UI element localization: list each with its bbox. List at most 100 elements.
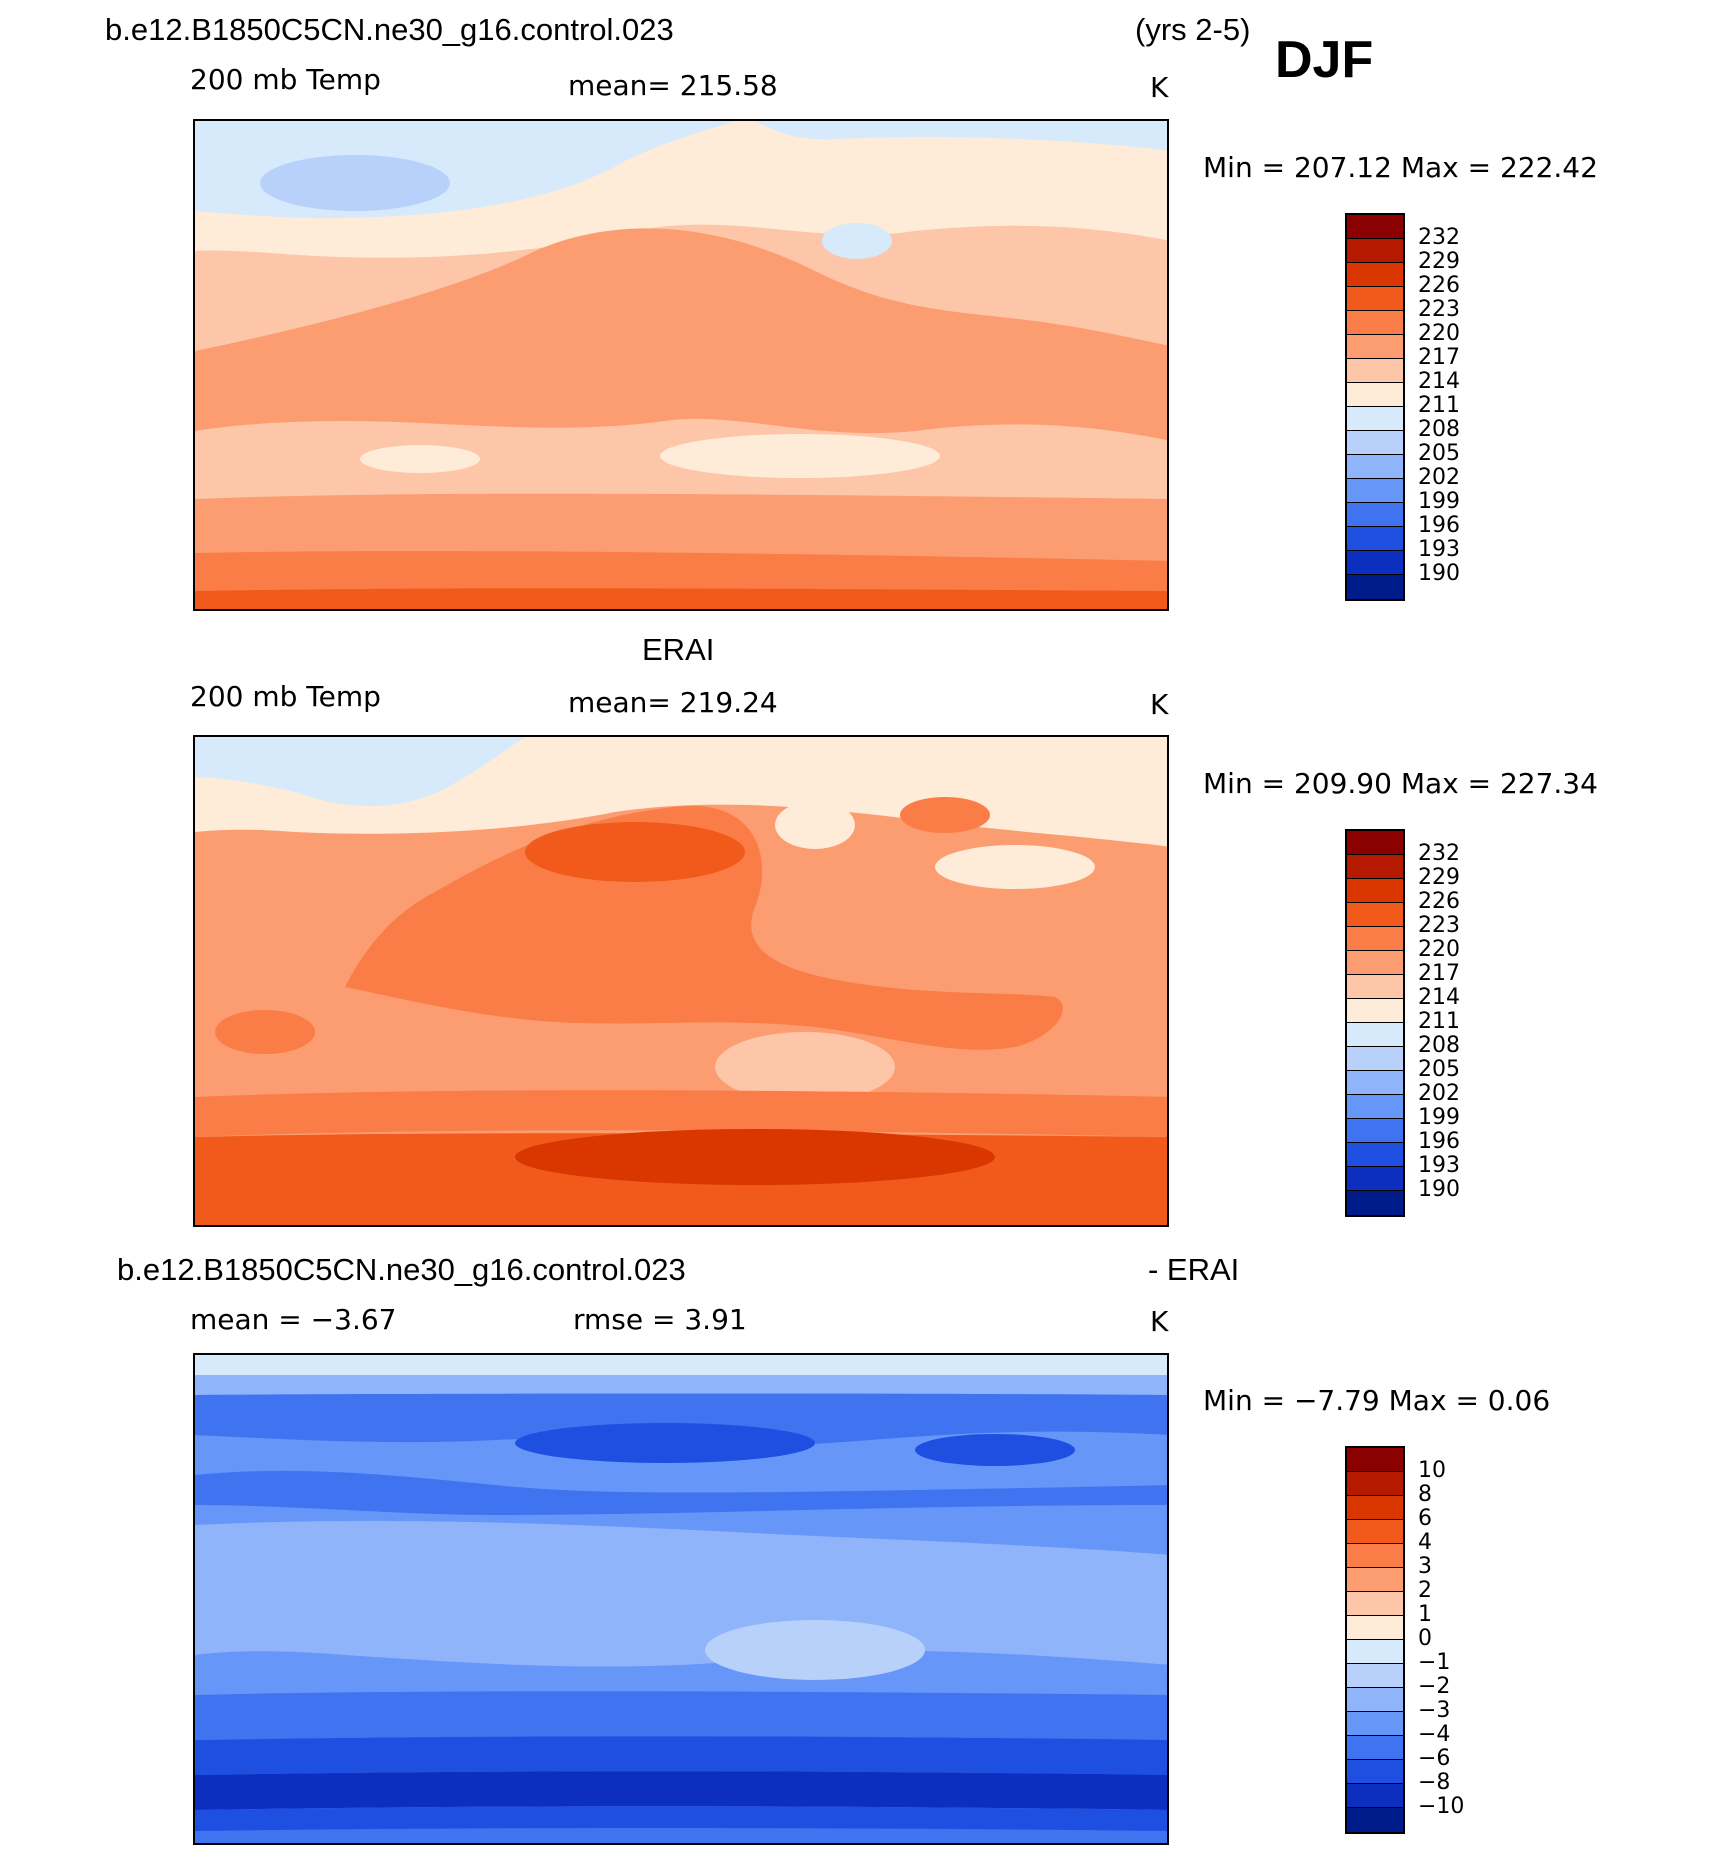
panel3-colorbar xyxy=(1345,1446,1405,1834)
case-name-title: b.e12.B1850C5CN.ne30_g16.control.023 xyxy=(105,12,674,47)
cbar-swatch xyxy=(1347,263,1403,287)
cbar-label: 10 xyxy=(1418,1458,1446,1483)
cbar-label: 199 xyxy=(1418,1105,1460,1130)
cbar-label: 8 xyxy=(1418,1482,1432,1507)
cbar-label: 226 xyxy=(1418,273,1460,298)
cbar-swatch xyxy=(1347,879,1403,903)
panel3-colorbar-labels: 10 8 6 4 3 2 1 0 −1 −2 −3 −4 −6 −8 −10 xyxy=(1418,1459,1464,1819)
cbar-label: −3 xyxy=(1418,1698,1451,1723)
panel1-colorbar-labels: 232 229 226 223 220 217 214 211 208 205 … xyxy=(1418,226,1460,586)
panel3-title-left: b.e12.B1850C5CN.ne30_g16.control.023 xyxy=(117,1252,686,1287)
panel2-map-field xyxy=(195,737,1167,1225)
cbar-label: 211 xyxy=(1418,393,1460,418)
cbar-swatch xyxy=(1347,999,1403,1023)
cbar-swatch xyxy=(1347,503,1403,527)
cbar-label: 223 xyxy=(1418,913,1460,938)
cbar-label: −1 xyxy=(1418,1650,1451,1675)
cbar-label: 0 xyxy=(1418,1626,1432,1651)
panel2-minmax: Min = 209.90 Max = 227.34 xyxy=(1203,767,1598,800)
panel3-map xyxy=(193,1353,1169,1845)
cbar-label: 220 xyxy=(1418,321,1460,346)
cbar-label: 6 xyxy=(1418,1506,1432,1531)
cbar-swatch xyxy=(1347,1808,1403,1832)
cbar-swatch xyxy=(1347,1544,1403,1568)
cbar-swatch xyxy=(1347,215,1403,239)
cbar-swatch xyxy=(1347,927,1403,951)
cbar-label: 214 xyxy=(1418,985,1460,1010)
cbar-swatch xyxy=(1347,527,1403,551)
cbar-label: −2 xyxy=(1418,1674,1451,1699)
cbar-swatch xyxy=(1347,1592,1403,1616)
cbar-label: −4 xyxy=(1418,1722,1451,1747)
cbar-swatch xyxy=(1347,455,1403,479)
cbar-label: 220 xyxy=(1418,937,1460,962)
panel2-title: ERAI xyxy=(642,632,715,667)
cbar-label: 190 xyxy=(1418,561,1460,586)
panel1-units: K xyxy=(1150,71,1169,104)
cbar-swatch xyxy=(1347,1191,1403,1215)
cbar-swatch xyxy=(1347,1167,1403,1191)
cbar-label: 217 xyxy=(1418,961,1460,986)
cbar-label: 199 xyxy=(1418,489,1460,514)
cbar-label: 205 xyxy=(1418,1057,1460,1082)
panel3-minmax: Min = −7.79 Max = 0.06 xyxy=(1203,1384,1551,1417)
cbar-swatch xyxy=(1347,551,1403,575)
panel2-colorbar-labels: 232 229 226 223 220 217 214 211 208 205 … xyxy=(1418,842,1460,1202)
cbar-swatch xyxy=(1347,1616,1403,1640)
cbar-swatch xyxy=(1347,1760,1403,1784)
panel3-units: K xyxy=(1150,1305,1169,1338)
panel1-map xyxy=(193,119,1169,611)
cbar-label: 196 xyxy=(1418,513,1460,538)
panel3-map-field xyxy=(195,1355,1167,1843)
cbar-swatch xyxy=(1347,335,1403,359)
panel1-mean: mean= 215.58 xyxy=(568,69,778,102)
cbar-label: 4 xyxy=(1418,1530,1432,1555)
panel3-title-right: - ERAI xyxy=(1148,1252,1240,1287)
cbar-swatch xyxy=(1347,287,1403,311)
cbar-swatch xyxy=(1347,1520,1403,1544)
cbar-swatch xyxy=(1347,831,1403,855)
cbar-label: 226 xyxy=(1418,889,1460,914)
cbar-swatch xyxy=(1347,1640,1403,1664)
cbar-swatch xyxy=(1347,479,1403,503)
cbar-swatch xyxy=(1347,359,1403,383)
cbar-swatch xyxy=(1347,1119,1403,1143)
panel1-variable: 200 mb Temp xyxy=(190,63,381,96)
cbar-swatch xyxy=(1347,431,1403,455)
cbar-swatch xyxy=(1347,1496,1403,1520)
cbar-label: 202 xyxy=(1418,465,1460,490)
cbar-label: 2 xyxy=(1418,1578,1432,1603)
cbar-label: 205 xyxy=(1418,441,1460,466)
cbar-label: 217 xyxy=(1418,345,1460,370)
cbar-swatch xyxy=(1347,1023,1403,1047)
cbar-label: 229 xyxy=(1418,249,1460,274)
cbar-label: 214 xyxy=(1418,369,1460,394)
cbar-label: 193 xyxy=(1418,537,1460,562)
cbar-label: 193 xyxy=(1418,1153,1460,1178)
cbar-swatch xyxy=(1347,239,1403,263)
cbar-label: 232 xyxy=(1418,225,1460,250)
panel2-variable: 200 mb Temp xyxy=(190,680,381,713)
cbar-label: 229 xyxy=(1418,865,1460,890)
cbar-swatch xyxy=(1347,1664,1403,1688)
cbar-swatch xyxy=(1347,1688,1403,1712)
cbar-label: −6 xyxy=(1418,1746,1451,1771)
cbar-label: 3 xyxy=(1418,1554,1432,1579)
cbar-swatch xyxy=(1347,1712,1403,1736)
panel3-rmse: rmse = 3.91 xyxy=(573,1303,747,1336)
panel3-mean: mean = −3.67 xyxy=(190,1303,397,1336)
cbar-swatch xyxy=(1347,383,1403,407)
cbar-label: 1 xyxy=(1418,1602,1432,1627)
season-label: DJF xyxy=(1275,31,1374,89)
cbar-swatch xyxy=(1347,407,1403,431)
cbar-label: −8 xyxy=(1418,1770,1451,1795)
panel1-colorbar xyxy=(1345,213,1405,601)
panel2-units: K xyxy=(1150,688,1169,721)
cbar-swatch xyxy=(1347,1047,1403,1071)
years-label: (yrs 2-5) xyxy=(1135,12,1251,47)
cbar-swatch xyxy=(1347,855,1403,879)
cbar-label: 223 xyxy=(1418,297,1460,322)
panel2-mean: mean= 219.24 xyxy=(568,686,778,719)
cbar-swatch xyxy=(1347,1143,1403,1167)
panel2-colorbar xyxy=(1345,829,1405,1217)
